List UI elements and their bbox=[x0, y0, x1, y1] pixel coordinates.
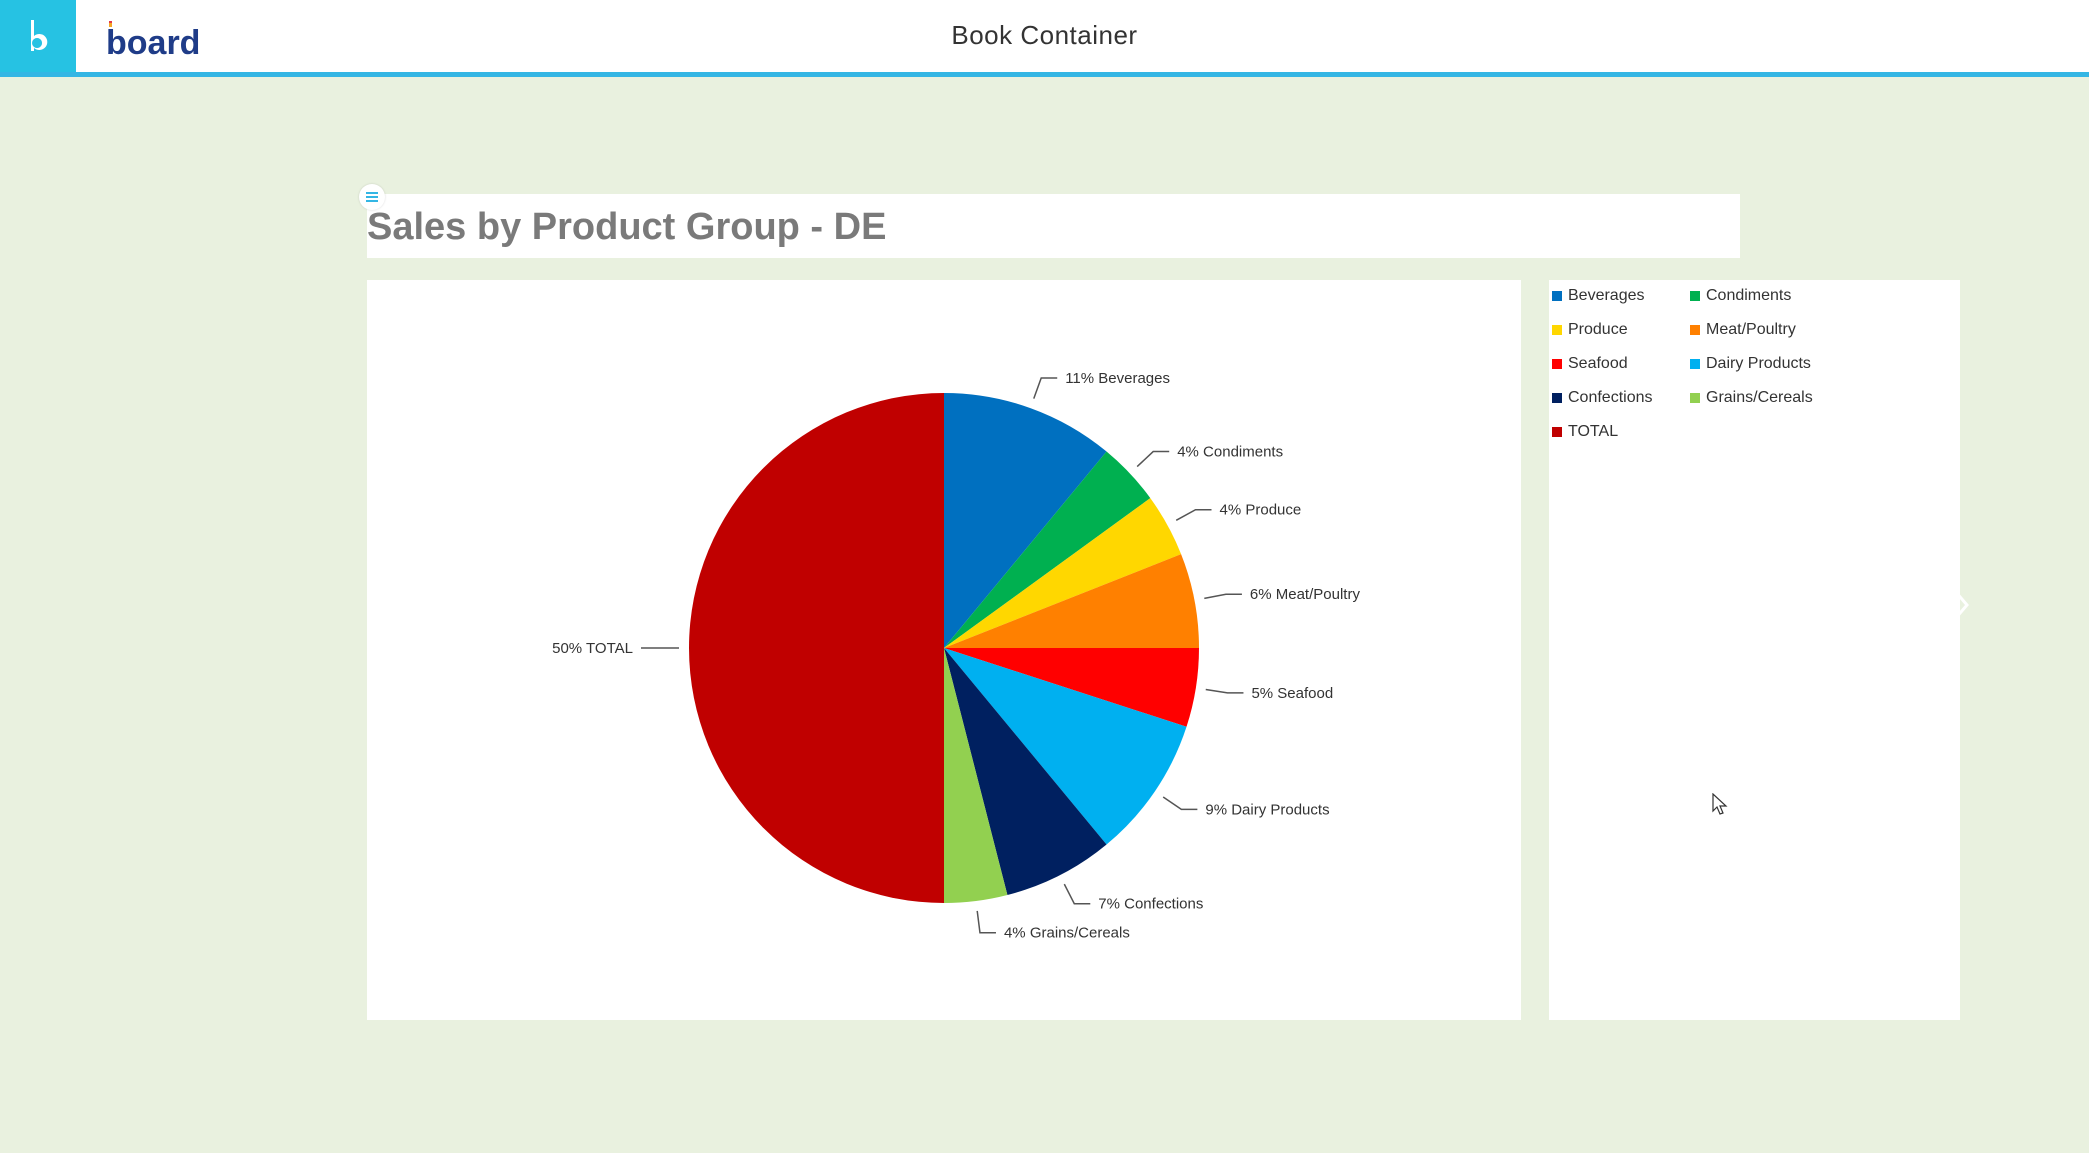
mouse-pointer-icon bbox=[1712, 793, 1728, 815]
data-label: 5% Seafood bbox=[1251, 685, 1333, 702]
legend-item-meat-poultry[interactable]: Meat/Poultry bbox=[1690, 321, 1796, 339]
legend-label: Dairy Products bbox=[1706, 355, 1811, 372]
legend-label: Seafood bbox=[1568, 355, 1628, 372]
data-label: 7% Confections bbox=[1098, 896, 1203, 913]
leader-line bbox=[1063, 883, 1091, 905]
leader-line bbox=[1204, 593, 1242, 600]
legend-item-produce[interactable]: Produce bbox=[1552, 321, 1628, 339]
board-logo: board bbox=[106, 21, 200, 62]
legend-item-condiments[interactable]: Condiments bbox=[1690, 287, 1791, 305]
legend-swatch bbox=[1552, 427, 1562, 437]
data-label: 4% Grains/Cereals bbox=[1004, 925, 1130, 942]
leader-line bbox=[1136, 450, 1170, 468]
legend-swatch bbox=[1690, 359, 1700, 369]
leader-line bbox=[1033, 377, 1058, 399]
legend-swatch bbox=[1552, 359, 1562, 369]
pie-slice-seafood[interactable] bbox=[944, 648, 1199, 727]
legend-swatch bbox=[1690, 393, 1700, 403]
pie-slice-produce[interactable] bbox=[944, 498, 1182, 648]
pie-slice-grains-cereals[interactable] bbox=[944, 648, 1008, 903]
leader-line bbox=[1175, 508, 1212, 521]
legend-item-seafood[interactable]: Seafood bbox=[1552, 355, 1628, 373]
legend-item-total[interactable]: TOTAL bbox=[1552, 423, 1618, 441]
data-label: 50% TOTAL bbox=[552, 640, 633, 657]
legend-label: Beverages bbox=[1568, 287, 1645, 304]
legend-label: Condiments bbox=[1706, 287, 1792, 304]
pie-slice-total[interactable] bbox=[689, 393, 944, 903]
legend-swatch bbox=[1690, 291, 1700, 301]
page-title: Book Container bbox=[951, 20, 1138, 50]
app-home-button[interactable] bbox=[0, 0, 76, 72]
legend-item-dairy-products[interactable]: Dairy Products bbox=[1690, 355, 1811, 373]
pie-slice-condiments[interactable] bbox=[944, 451, 1151, 648]
data-label: 11% Beverages bbox=[1065, 370, 1170, 387]
pie-slice-meat-poultry[interactable] bbox=[944, 554, 1199, 648]
logo-text: board bbox=[106, 24, 200, 62]
legend-swatch bbox=[1552, 393, 1562, 403]
data-label: 9% Dairy Products bbox=[1205, 801, 1329, 818]
legend-label: Produce bbox=[1568, 321, 1628, 338]
legend-item-beverages[interactable]: Beverages bbox=[1552, 287, 1645, 305]
chart-title: Sales by Product Group - DE bbox=[367, 206, 887, 248]
data-label: 4% Condiments bbox=[1177, 444, 1283, 461]
legend-swatch bbox=[1552, 325, 1562, 335]
legend-swatch bbox=[1690, 325, 1700, 335]
pie-slice-beverages[interactable] bbox=[944, 393, 1107, 648]
leader-line bbox=[1162, 796, 1198, 811]
legend-item-grains-cereals[interactable]: Grains/Cereals bbox=[1690, 389, 1813, 407]
legend-label: TOTAL bbox=[1568, 423, 1619, 440]
pie-slice-dairy-products[interactable] bbox=[944, 648, 1187, 845]
data-label: 4% Produce bbox=[1220, 502, 1302, 519]
top-bar: board Book Container bbox=[0, 0, 2089, 77]
legend-label: Confections bbox=[1568, 389, 1653, 406]
legend-swatch bbox=[1552, 291, 1562, 301]
leader-line bbox=[1205, 688, 1244, 694]
legend-panel: Beverages Condiments Produce Meat/Poultry Se… bbox=[1549, 280, 1960, 1020]
legend-label: Meat/Poultry bbox=[1706, 321, 1796, 338]
board-b-icon bbox=[31, 20, 48, 51]
hamburger-menu-icon[interactable] bbox=[359, 184, 385, 210]
leader-line bbox=[976, 910, 996, 934]
chart-title-box: Sales by Product Group - DE bbox=[367, 194, 1740, 258]
legend-label: Grains/Cereals bbox=[1706, 389, 1813, 406]
chevron-right-icon[interactable] bbox=[1943, 580, 1973, 630]
legend-item-confections[interactable]: Confections bbox=[1552, 389, 1653, 407]
pie-slice-confections[interactable] bbox=[944, 648, 1107, 895]
pie-chart-panel: 11% Beverages 4% Condiments 4% Produce 6% M… bbox=[367, 280, 1521, 1020]
data-label: 6% Meat/Poultry bbox=[1250, 586, 1361, 603]
pie-chart: 11% Beverages 4% Condiments 4% Produce 6% M… bbox=[552, 370, 1361, 942]
